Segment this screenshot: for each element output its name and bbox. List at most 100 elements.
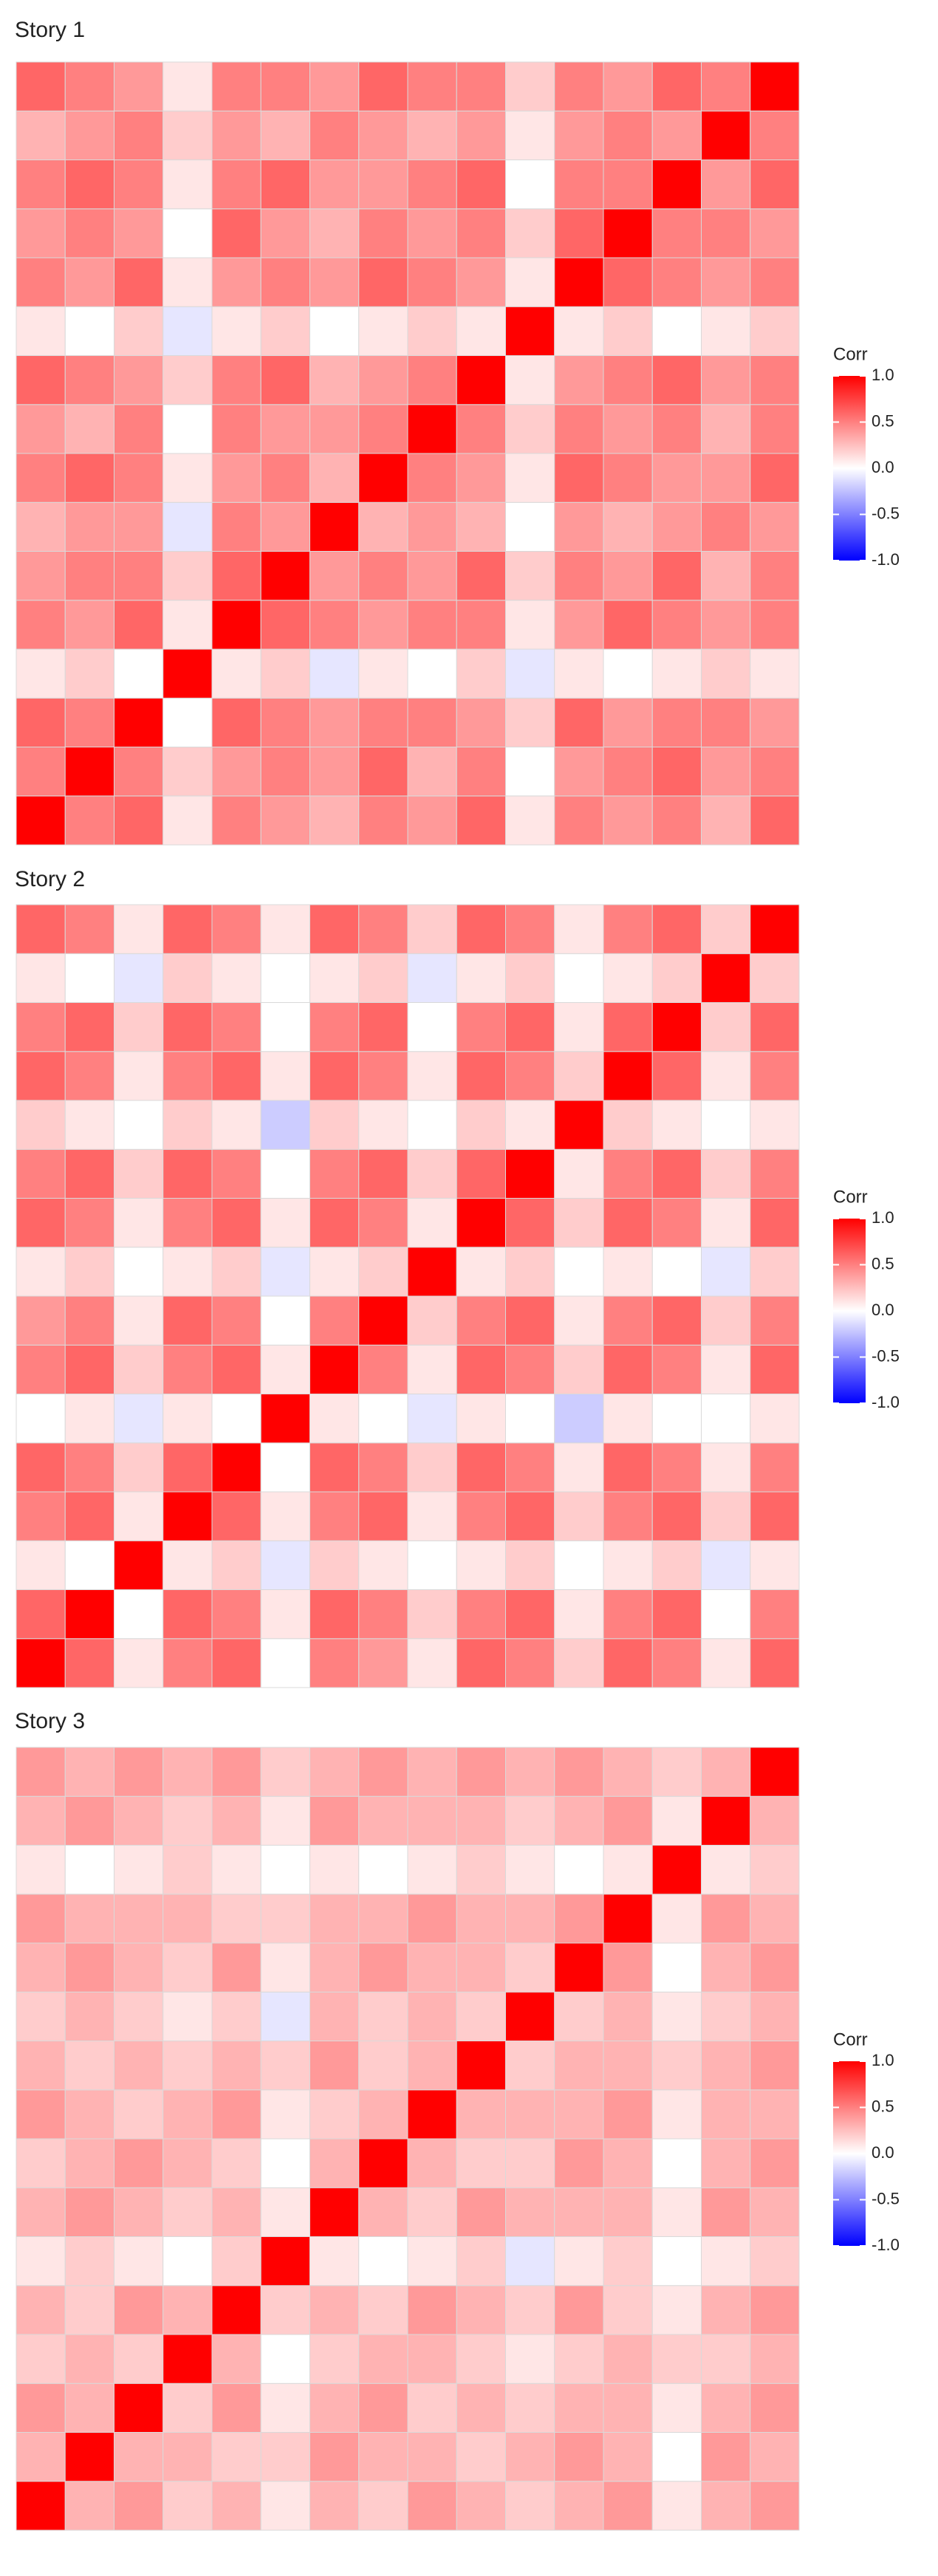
heatmap-cell — [407, 1491, 457, 1541]
heatmap-cell — [358, 501, 408, 552]
heatmap-cell — [64, 1394, 114, 1444]
heatmap-cell — [64, 110, 114, 160]
heatmap-cell — [260, 1589, 310, 1640]
heatmap-cell — [505, 2089, 555, 2140]
heatmap-cell — [554, 2187, 604, 2237]
heatmap-cell — [750, 1051, 800, 1101]
heatmap-cell — [456, 160, 506, 210]
heatmap-cell — [260, 2432, 310, 2482]
heatmap-cell — [651, 1247, 702, 1297]
heatmap-cell — [505, 1747, 555, 1797]
heatmap-cell — [407, 648, 457, 699]
heatmap-cell — [505, 1394, 555, 1444]
legend-tick-label: -1.0 — [872, 1393, 900, 1411]
heatmap-cell — [407, 1394, 457, 1444]
heatmap-cell — [64, 1198, 114, 1248]
heatmap-cell — [64, 160, 114, 210]
heatmap-cell — [64, 2432, 114, 2482]
heatmap-cell — [701, 61, 751, 112]
heatmap-cell — [64, 648, 114, 699]
heatmap-cell — [554, 1100, 604, 1150]
heatmap-cell — [358, 2383, 408, 2433]
heatmap-cell — [456, 2187, 506, 2237]
heatmap-cell — [16, 1442, 66, 1493]
heatmap-cell — [554, 648, 604, 699]
heatmap-cell — [358, 306, 408, 356]
heatmap-cell — [211, 1845, 261, 1895]
heatmap-cell — [456, 1051, 506, 1101]
heatmap-cell — [114, 306, 164, 356]
heatmap-cell — [358, 1991, 408, 2041]
heatmap-cell — [505, 306, 555, 356]
heatmap-cell — [701, 2089, 751, 2140]
heatmap-cell — [211, 600, 261, 650]
heatmap-cell — [260, 697, 310, 747]
heatmap-cell — [554, 1051, 604, 1101]
heatmap-cell — [603, 1344, 653, 1394]
heatmap-cell — [651, 404, 702, 454]
heatmap-cell — [309, 697, 360, 747]
heatmap-cell — [309, 1747, 360, 1797]
heatmap-cell — [309, 2383, 360, 2433]
heatmap-cell — [651, 795, 702, 846]
heatmap-cell — [456, 2236, 506, 2286]
heatmap-cell — [114, 2285, 164, 2335]
heatmap-cell — [309, 306, 360, 356]
heatmap-cell — [211, 904, 261, 954]
heatmap-cell — [114, 1148, 164, 1199]
heatmap-cell — [750, 1747, 800, 1797]
heatmap-cell — [64, 501, 114, 552]
heatmap-cell — [64, 904, 114, 954]
heatmap-cell — [162, 61, 213, 112]
heatmap-cell — [554, 2138, 604, 2188]
heatmap-cell — [260, 501, 310, 552]
heatmap-cell — [211, 551, 261, 601]
heatmap-cell — [114, 208, 164, 258]
heatmap-cell — [309, 2187, 360, 2237]
heatmap-cell — [309, 953, 360, 1003]
heatmap-cell — [16, 600, 66, 650]
heatmap-cell — [651, 2432, 702, 2482]
heatmap-cell — [750, 2138, 800, 2188]
heatmap-cell — [358, 1747, 408, 1797]
chart-title: Story 3 — [15, 1709, 85, 1733]
heatmap-cell — [211, 355, 261, 405]
heatmap-cell — [750, 2236, 800, 2286]
legend-tick-label: -1.0 — [872, 550, 900, 569]
heatmap-cell — [603, 501, 653, 552]
heatmap-cell — [114, 648, 164, 699]
heatmap-cell — [64, 1344, 114, 1394]
heatmap-cell — [114, 953, 164, 1003]
heatmap-cell — [64, 2285, 114, 2335]
heatmap-cell — [554, 551, 604, 601]
heatmap-cell — [456, 208, 506, 258]
heatmap-cell — [701, 795, 751, 846]
heatmap-cell — [603, 1638, 653, 1688]
heatmap-cell — [701, 747, 751, 797]
heatmap-cell — [750, 306, 800, 356]
heatmap-cell — [651, 1991, 702, 2041]
heatmap-cell — [603, 747, 653, 797]
heatmap-cell — [603, 257, 653, 307]
heatmap-cell — [162, 257, 213, 307]
heatmap-cell — [114, 2334, 164, 2384]
heatmap-cell — [603, 551, 653, 601]
heatmap-cell — [211, 2089, 261, 2140]
heatmap-cell — [651, 160, 702, 210]
heatmap-cell — [358, 2432, 408, 2482]
heatmap-cell — [701, 1589, 751, 1640]
heatmap-cell — [309, 551, 360, 601]
heatmap-cell — [554, 1344, 604, 1394]
heatmap-cell — [505, 257, 555, 307]
heatmap-cell — [554, 1442, 604, 1493]
heatmap-cell — [456, 551, 506, 601]
heatmap-cell — [456, 355, 506, 405]
heatmap-cell — [407, 1100, 457, 1150]
heatmap-cell — [260, 1247, 310, 1297]
heatmap-cell — [407, 257, 457, 307]
heatmap-cell — [16, 404, 66, 454]
heatmap-cell — [114, 2138, 164, 2188]
heatmap-cell — [701, 1991, 751, 2041]
heatmap-cell — [260, 61, 310, 112]
heatmap-cell — [114, 2187, 164, 2237]
